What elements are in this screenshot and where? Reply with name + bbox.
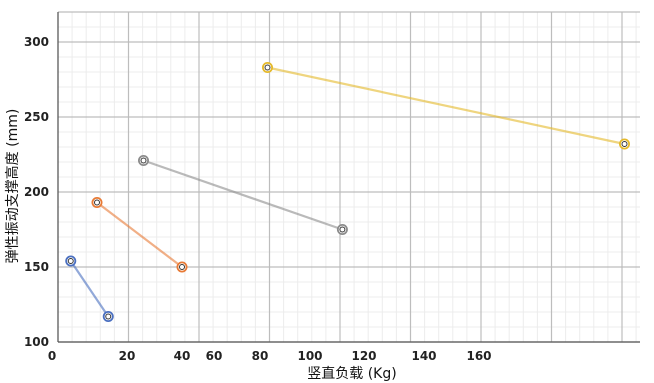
x-tick-label: 60 (206, 349, 223, 363)
tick-labels: 100 150 200 250 300 0 20 40 60 80 100 120 140 160 (24, 35, 492, 363)
data-point (176, 261, 188, 273)
y-tick-label: 300 (24, 35, 49, 49)
series-line (96, 201, 183, 268)
x-tick-label: 40 (174, 349, 191, 363)
y-tick-label: 200 (24, 185, 49, 199)
series-layer (65, 62, 631, 322)
data-point (102, 310, 114, 322)
x-tick-label: 80 (252, 349, 269, 363)
x-tick-label: 20 (119, 349, 136, 363)
data-point (65, 255, 77, 267)
y-tick-label: 100 (24, 335, 49, 349)
data-point (137, 154, 149, 166)
x-axis-label: 竖直负载 (Kg) (307, 365, 396, 382)
y-tick-label: 150 (24, 260, 49, 274)
series-line (143, 159, 343, 231)
series-4 (261, 62, 631, 150)
data-point (91, 196, 103, 208)
data-point (619, 138, 631, 150)
series-line (69, 260, 110, 318)
y-axis-label: 弹性振动支撑高度 (mm) (4, 109, 21, 264)
x-tick-label: 140 (411, 349, 436, 363)
x-tick-label: 160 (466, 349, 491, 363)
x-tick-label: 120 (351, 349, 376, 363)
y-tick-label: 250 (24, 110, 49, 124)
data-point (336, 223, 348, 235)
series-1 (65, 255, 114, 322)
series-3 (137, 154, 348, 235)
minor-grid (57, 11, 640, 343)
series-2 (91, 196, 188, 273)
data-point (261, 62, 273, 74)
series-line (267, 66, 625, 146)
x-tick-label: 100 (297, 349, 322, 363)
x-tick-label: 0 (48, 349, 56, 363)
